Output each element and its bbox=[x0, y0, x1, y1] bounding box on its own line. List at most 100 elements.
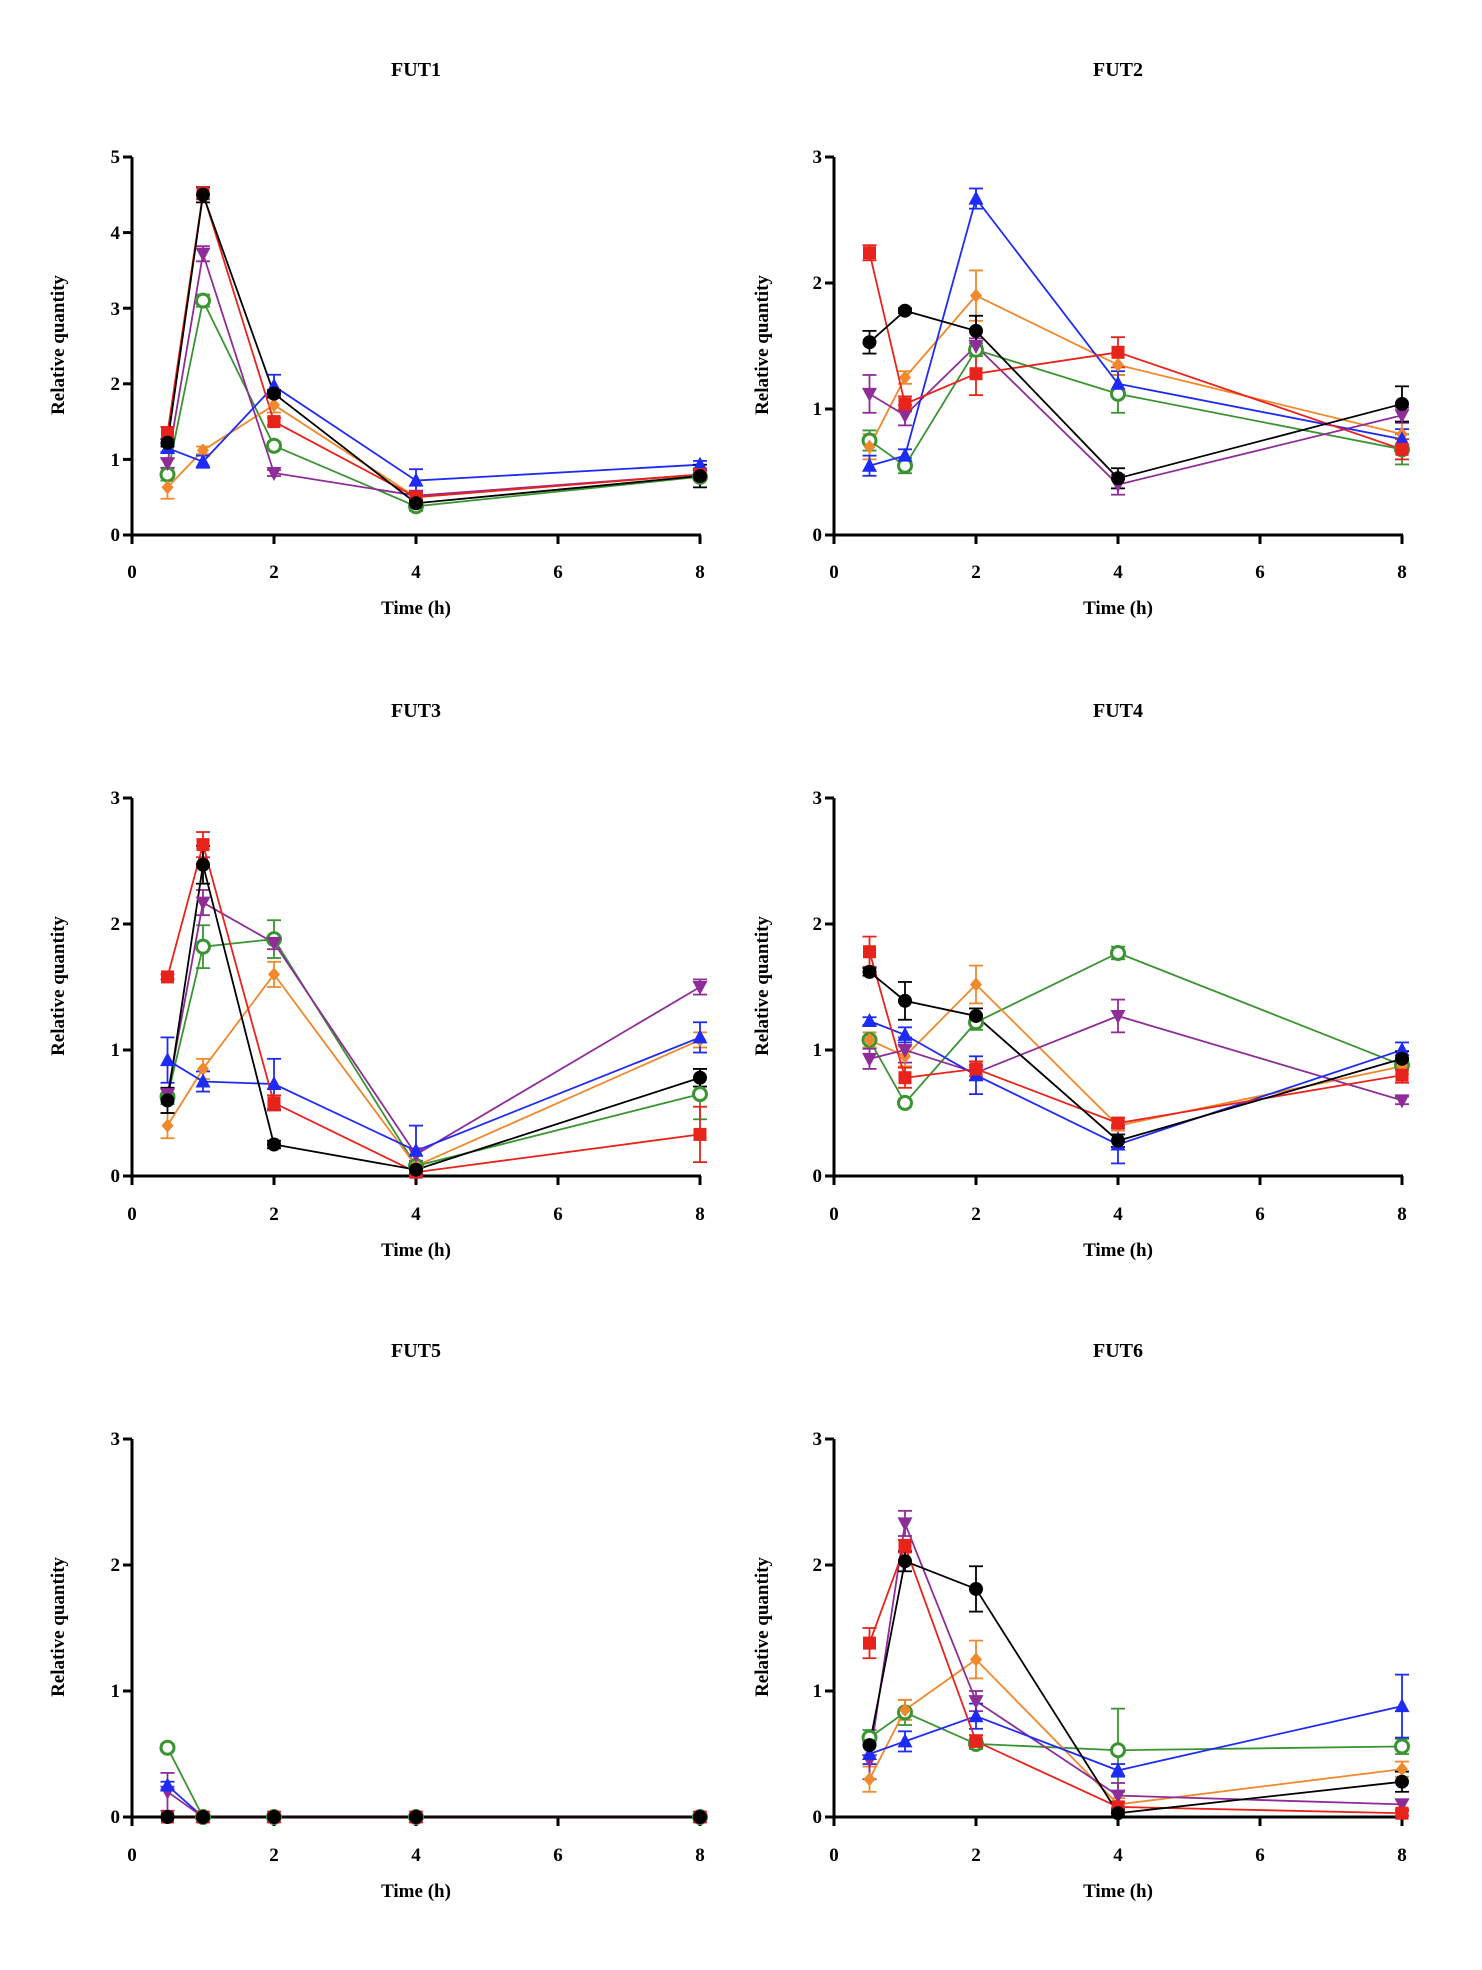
series-line-purple bbox=[869, 1015, 1403, 1102]
data-point-blue bbox=[1110, 375, 1126, 390]
series-line-blue bbox=[167, 384, 701, 482]
data-point-black bbox=[969, 1581, 983, 1596]
series-line-purple bbox=[166, 253, 701, 497]
series-line-green bbox=[868, 1711, 1403, 1752]
series-line-red bbox=[166, 193, 701, 499]
data-point-orange bbox=[863, 1772, 876, 1787]
y-tick-label: 5 bbox=[111, 147, 121, 168]
x-tick-label: 8 bbox=[1397, 562, 1407, 583]
plot-fut5 bbox=[123, 1437, 708, 1826]
x-tick-label: 8 bbox=[1397, 1204, 1407, 1225]
data-point-blue bbox=[862, 1013, 877, 1028]
data-point-red bbox=[969, 367, 983, 381]
data-point-red bbox=[1111, 345, 1125, 359]
plot-fut4 bbox=[825, 796, 1410, 1185]
data-point-black bbox=[898, 993, 912, 1008]
y-tick-label: 2 bbox=[111, 374, 121, 395]
data-point-purple bbox=[968, 1695, 984, 1710]
data-point-purple bbox=[968, 340, 984, 354]
data-point-red bbox=[161, 426, 174, 440]
x-tick-label: 6 bbox=[1255, 1845, 1265, 1866]
data-point-blue bbox=[968, 1708, 984, 1723]
x-tick-label: 8 bbox=[1397, 1845, 1407, 1866]
data-point-black bbox=[1111, 1133, 1125, 1148]
plot-fut1 bbox=[123, 155, 708, 544]
panel-title-fut6: FUT6 bbox=[1093, 1340, 1143, 1362]
y-tick-label: 3 bbox=[111, 299, 121, 320]
data-point-purple bbox=[897, 1517, 913, 1532]
data-point-black bbox=[160, 435, 175, 450]
y-tick-label: 3 bbox=[813, 147, 823, 168]
data-point-red bbox=[1395, 442, 1409, 456]
y-axis-label-fut5: Relative quantity bbox=[48, 1557, 69, 1697]
panel-title-fut3: FUT3 bbox=[391, 700, 441, 722]
x-tick-label: 6 bbox=[553, 1204, 563, 1225]
y-tick-label: 3 bbox=[111, 1429, 121, 1450]
y-tick-label: 2 bbox=[813, 273, 823, 294]
data-point-blue bbox=[408, 472, 424, 487]
data-point-green bbox=[159, 1739, 176, 1756]
data-point-orange bbox=[161, 480, 174, 495]
panel-title-fut2: FUT2 bbox=[1093, 59, 1143, 81]
series-line-red bbox=[868, 951, 1403, 1125]
series-line-red bbox=[868, 252, 1403, 451]
y-tick-label: 1 bbox=[111, 1040, 121, 1061]
y-axis-label-fut3: Relative quantity bbox=[48, 916, 69, 1056]
data-point-orange bbox=[970, 288, 982, 303]
series-line-green bbox=[868, 951, 1403, 1105]
series-line-red bbox=[166, 841, 701, 1174]
series-line-green bbox=[166, 938, 701, 1167]
data-point-green bbox=[1110, 944, 1126, 961]
y-tick-label: 1 bbox=[813, 1681, 823, 1702]
x-tick-label: 4 bbox=[1113, 1845, 1123, 1866]
data-point-red bbox=[969, 1734, 983, 1748]
data-point-red bbox=[693, 1127, 707, 1141]
data-point-green bbox=[692, 1086, 708, 1103]
data-point-blue bbox=[408, 1142, 424, 1157]
data-point-orange bbox=[899, 370, 911, 385]
y-tick-label: 2 bbox=[813, 914, 823, 935]
data-point-black bbox=[160, 1093, 175, 1108]
y-tick-label: 0 bbox=[813, 1166, 823, 1187]
data-point-red bbox=[161, 970, 174, 984]
x-tick-label: 8 bbox=[695, 1845, 705, 1866]
x-tick-label: 2 bbox=[971, 1845, 981, 1866]
data-point-black bbox=[267, 1810, 281, 1824]
data-point-purple bbox=[862, 387, 877, 402]
x-tick-label: 0 bbox=[127, 1845, 137, 1866]
data-point-red bbox=[969, 1062, 983, 1076]
y-tick-label: 2 bbox=[111, 1555, 121, 1576]
data-point-black bbox=[196, 187, 210, 202]
y-axis-label-fut6: Relative quantity bbox=[752, 1557, 773, 1697]
data-point-red bbox=[267, 415, 281, 429]
data-point-blue bbox=[862, 457, 877, 472]
x-tick-label: 0 bbox=[829, 562, 839, 583]
panel-title-fut1: FUT1 bbox=[391, 59, 441, 81]
data-point-blue bbox=[1110, 1762, 1126, 1777]
data-point-black bbox=[409, 496, 423, 511]
series-line-blue bbox=[166, 1784, 700, 1818]
y-tick-label: 3 bbox=[111, 788, 121, 809]
data-point-black bbox=[862, 1738, 877, 1753]
x-tick-label: 6 bbox=[1255, 562, 1265, 583]
data-point-blue bbox=[897, 447, 913, 462]
data-point-orange bbox=[161, 1118, 174, 1133]
data-point-blue bbox=[160, 1777, 175, 1792]
x-tick-label: 6 bbox=[1255, 1204, 1265, 1225]
series-line-orange bbox=[869, 983, 1403, 1127]
data-point-purple bbox=[195, 247, 211, 262]
y-tick-label: 1 bbox=[111, 1681, 121, 1702]
data-point-green bbox=[897, 1094, 913, 1111]
x-tick-label: 0 bbox=[829, 1845, 839, 1866]
data-point-black bbox=[409, 1162, 423, 1177]
data-point-purple bbox=[692, 981, 708, 995]
x-tick-label: 2 bbox=[971, 1204, 981, 1225]
plot-fut6 bbox=[825, 1437, 1410, 1826]
data-point-black bbox=[693, 469, 707, 484]
data-point-black bbox=[1395, 1774, 1409, 1789]
x-tick-label: 8 bbox=[695, 562, 705, 583]
data-point-black bbox=[862, 335, 877, 350]
data-point-red bbox=[863, 945, 876, 959]
x-tick-label: 8 bbox=[695, 1204, 705, 1225]
